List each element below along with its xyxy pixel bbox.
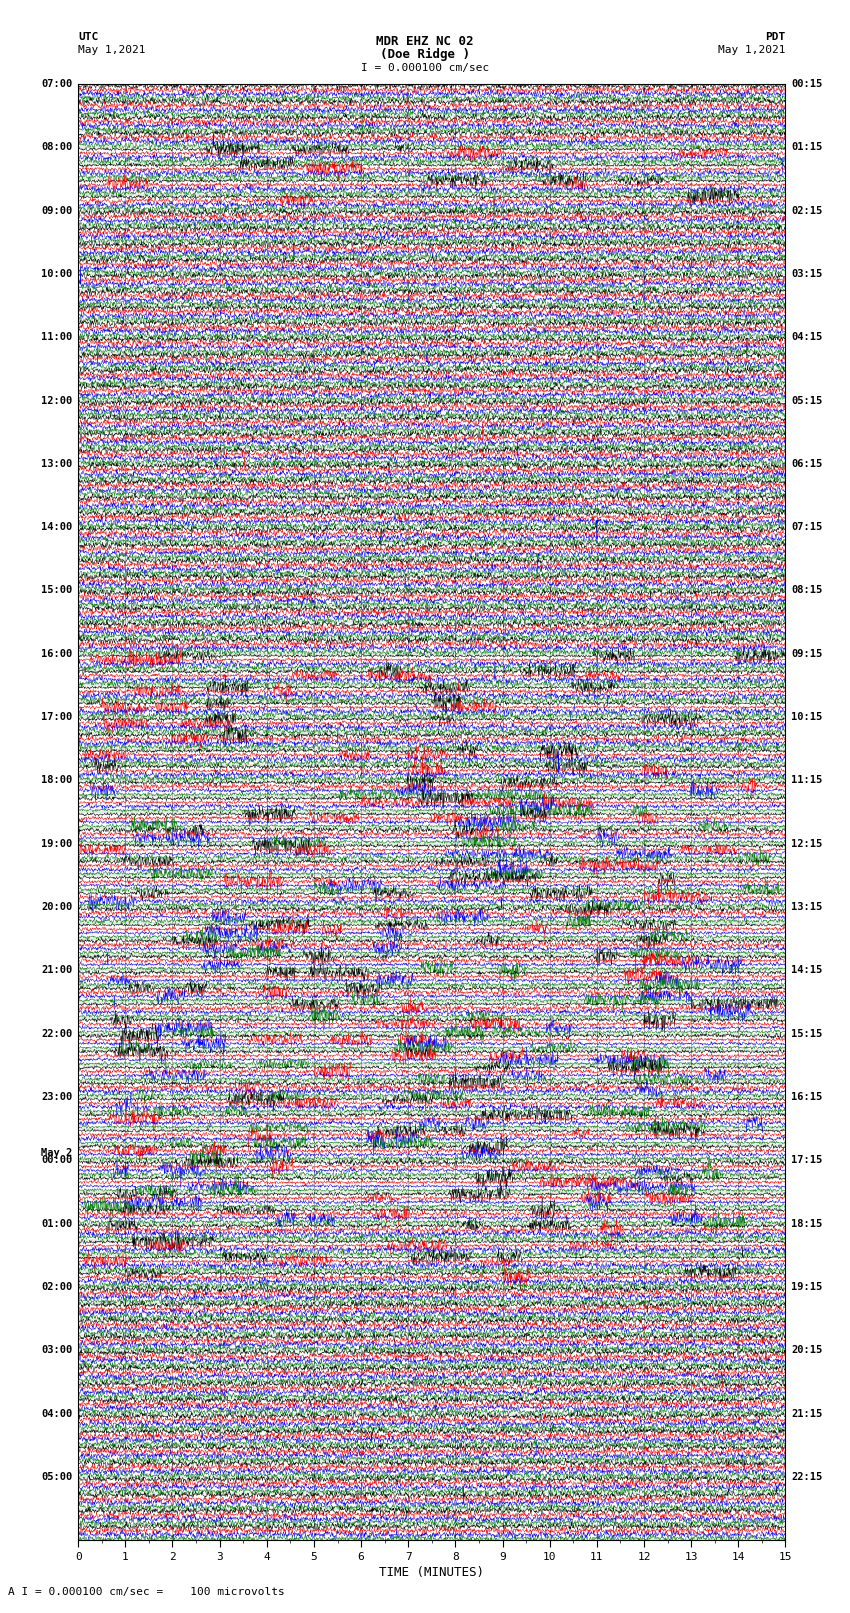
Text: 05:00: 05:00 bbox=[42, 1473, 72, 1482]
Text: 14:00: 14:00 bbox=[42, 523, 72, 532]
Text: 04:00: 04:00 bbox=[42, 1408, 72, 1419]
Text: May 1,2021: May 1,2021 bbox=[718, 45, 785, 55]
Text: UTC: UTC bbox=[78, 32, 99, 42]
Text: 03:00: 03:00 bbox=[42, 1345, 72, 1355]
Text: 13:15: 13:15 bbox=[791, 902, 822, 911]
Text: May 2: May 2 bbox=[42, 1147, 72, 1158]
Text: 21:15: 21:15 bbox=[791, 1408, 822, 1419]
Text: A I = 0.000100 cm/sec =    100 microvolts: A I = 0.000100 cm/sec = 100 microvolts bbox=[8, 1587, 286, 1597]
Text: 08:00: 08:00 bbox=[42, 142, 72, 152]
Text: 10:00: 10:00 bbox=[42, 269, 72, 279]
Text: 19:15: 19:15 bbox=[791, 1282, 822, 1292]
Text: 12:15: 12:15 bbox=[791, 839, 822, 848]
Text: 22:15: 22:15 bbox=[791, 1473, 822, 1482]
Text: 20:15: 20:15 bbox=[791, 1345, 822, 1355]
Text: 16:00: 16:00 bbox=[42, 648, 72, 658]
Text: 21:00: 21:00 bbox=[42, 966, 72, 976]
Text: 22:00: 22:00 bbox=[42, 1029, 72, 1039]
Text: 04:15: 04:15 bbox=[791, 332, 822, 342]
Text: 11:15: 11:15 bbox=[791, 776, 822, 786]
Text: 23:00: 23:00 bbox=[42, 1092, 72, 1102]
Text: 13:00: 13:00 bbox=[42, 458, 72, 469]
Text: 07:15: 07:15 bbox=[791, 523, 822, 532]
Text: 16:15: 16:15 bbox=[791, 1092, 822, 1102]
Text: 08:15: 08:15 bbox=[791, 586, 822, 595]
Text: (Doe Ridge ): (Doe Ridge ) bbox=[380, 48, 470, 61]
Text: 19:00: 19:00 bbox=[42, 839, 72, 848]
Text: 20:00: 20:00 bbox=[42, 902, 72, 911]
Text: 09:00: 09:00 bbox=[42, 205, 72, 216]
Text: May 1,2021: May 1,2021 bbox=[78, 45, 145, 55]
Text: 02:15: 02:15 bbox=[791, 205, 822, 216]
Text: 00:00: 00:00 bbox=[42, 1155, 72, 1166]
Text: 01:00: 01:00 bbox=[42, 1219, 72, 1229]
Text: 00:15: 00:15 bbox=[791, 79, 822, 89]
Text: 10:15: 10:15 bbox=[791, 713, 822, 723]
Text: 17:00: 17:00 bbox=[42, 713, 72, 723]
Text: 15:15: 15:15 bbox=[791, 1029, 822, 1039]
Text: 09:15: 09:15 bbox=[791, 648, 822, 658]
Text: 07:00: 07:00 bbox=[42, 79, 72, 89]
Text: 02:00: 02:00 bbox=[42, 1282, 72, 1292]
Text: 11:00: 11:00 bbox=[42, 332, 72, 342]
Text: 05:15: 05:15 bbox=[791, 395, 822, 405]
Text: 18:00: 18:00 bbox=[42, 776, 72, 786]
Text: 14:15: 14:15 bbox=[791, 966, 822, 976]
Text: 01:15: 01:15 bbox=[791, 142, 822, 152]
Text: I = 0.000100 cm/sec: I = 0.000100 cm/sec bbox=[361, 63, 489, 73]
Text: 17:15: 17:15 bbox=[791, 1155, 822, 1166]
Text: PDT: PDT bbox=[765, 32, 785, 42]
Text: MDR EHZ NC 02: MDR EHZ NC 02 bbox=[377, 35, 473, 48]
Text: 18:15: 18:15 bbox=[791, 1219, 822, 1229]
Text: 06:15: 06:15 bbox=[791, 458, 822, 469]
X-axis label: TIME (MINUTES): TIME (MINUTES) bbox=[379, 1566, 484, 1579]
Text: 15:00: 15:00 bbox=[42, 586, 72, 595]
Text: 12:00: 12:00 bbox=[42, 395, 72, 405]
Text: 03:15: 03:15 bbox=[791, 269, 822, 279]
